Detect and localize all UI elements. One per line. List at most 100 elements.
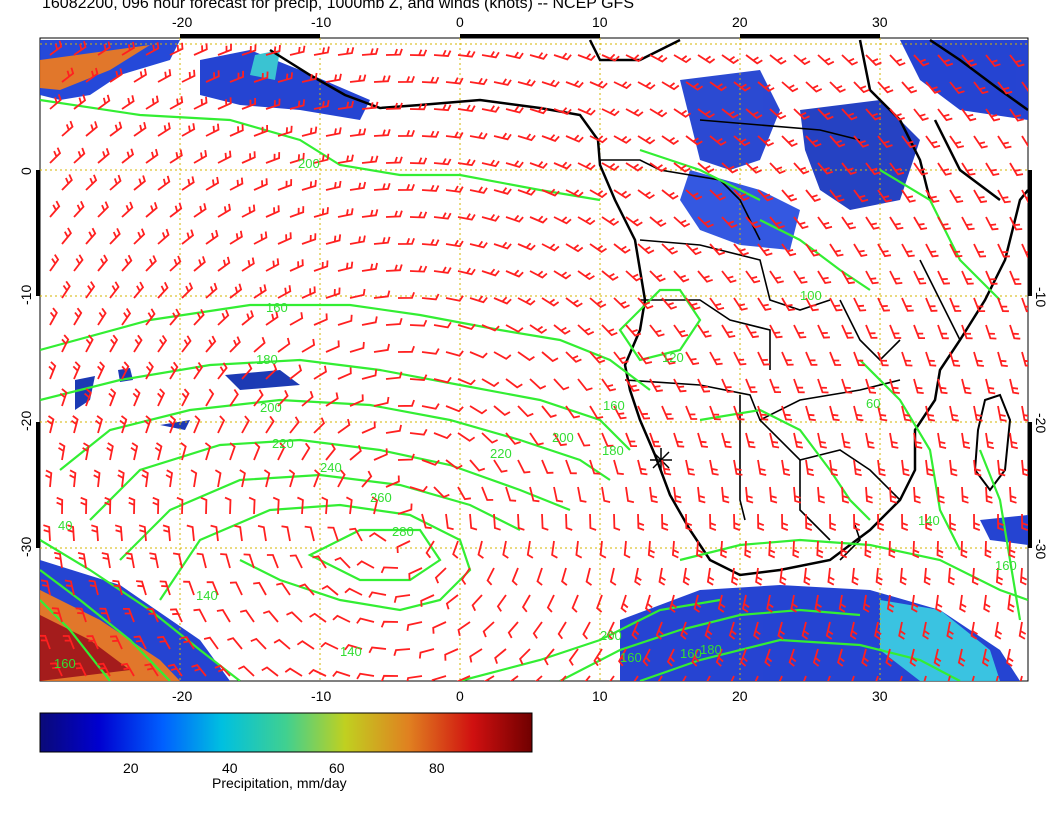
wind-barb [673,378,687,393]
wind-barb [368,646,387,654]
wind-barb [841,216,856,230]
wind-barb [973,243,987,258]
wind-barb [829,351,842,366]
lon-tick: 0 [456,688,464,704]
wind-barb [599,540,607,559]
wind-barb [313,260,329,272]
wind-barb [613,189,632,199]
wind-barb [973,351,984,367]
wind-barb [601,162,620,171]
wind-barb [673,270,690,283]
wind-barb [709,135,727,146]
wind-barb [200,496,208,515]
wind-barb [637,459,648,476]
wind-barb [666,648,675,667]
wind-barb [85,334,94,353]
wind-barb [112,579,123,596]
wind-barb [457,621,471,636]
wind-barb [637,405,651,420]
contour-label: 140 [918,513,940,528]
wind-barb [829,243,844,257]
wind-barb [875,675,879,681]
wind-barb [728,621,737,640]
wind-barb [477,540,484,559]
contour-label: 160 [995,558,1017,573]
wind-barb [541,351,559,363]
lat-tick: -20 [18,411,34,431]
wind-barb [841,270,855,285]
wind-barb [253,284,267,299]
wind-barb [909,648,918,667]
wind-barb [396,540,411,554]
wind-barb [841,108,858,121]
wind-barb [769,162,786,175]
wind-barb [745,324,759,339]
wind-barb [61,280,71,299]
wind-barb [561,567,568,586]
wind-barb [511,567,519,586]
wind-barb [277,390,289,407]
wind-barb [625,432,637,447]
wind-barb [841,432,851,449]
contour-label: 160 [266,300,288,315]
wind-barb [265,152,281,164]
wind-barb [865,486,873,504]
wind-barb [397,183,415,191]
wind-barb [277,179,293,191]
wind-barb [334,556,351,569]
wind-barb [649,270,666,282]
wind-barb [493,132,512,141]
contour-label: 160 [603,398,625,413]
wind-barb [82,442,90,461]
wind-barb [40,579,51,596]
wind-barb [661,189,679,200]
wind-barb [637,189,655,200]
wind-barb [229,124,244,137]
wind-barb [877,135,893,148]
wind-barb [817,486,826,504]
wind-barb [157,175,171,191]
wind-barb [337,261,354,272]
wind-barb [709,189,726,201]
wind-barb [481,378,500,388]
wind-barb [469,648,483,663]
wind-barb [589,135,608,144]
wind-barb [421,459,440,466]
wind-barb [685,135,703,146]
wind-barb [368,532,387,542]
contour-label: 280 [392,524,414,539]
wind-barb [805,459,815,477]
wind-barb [721,378,734,393]
wind-barb [593,648,603,667]
wind-barb [313,207,329,218]
wind-barb [248,496,256,515]
wind-barb [409,319,428,327]
wind-barb [661,513,669,531]
wind-barb [812,648,821,667]
wind-barb [949,81,965,95]
wind-barb [361,47,379,56]
wind-barb [949,243,963,258]
wind-barb [995,675,999,681]
wind-barb [121,308,132,326]
wind-barb [95,415,103,434]
wind-barb [445,594,459,610]
wind-barb [589,189,608,199]
wind-barb [445,131,464,139]
wind-barb [85,227,97,245]
wind-barb [286,611,303,623]
wind-barb [985,162,1000,176]
wind-barb [889,378,900,394]
wind-barb [596,594,603,613]
wind-barb [757,459,767,476]
madagascar-outline [973,393,1012,492]
wind-barb [229,581,243,596]
wind-barb [486,567,495,586]
wind-barb [577,162,596,171]
wind-barb [620,594,629,613]
wind-barb [1009,378,1020,395]
wind-barb [337,47,355,56]
wind-barb [1009,162,1024,177]
wind-barb [757,351,770,366]
wind-barb [925,81,941,94]
